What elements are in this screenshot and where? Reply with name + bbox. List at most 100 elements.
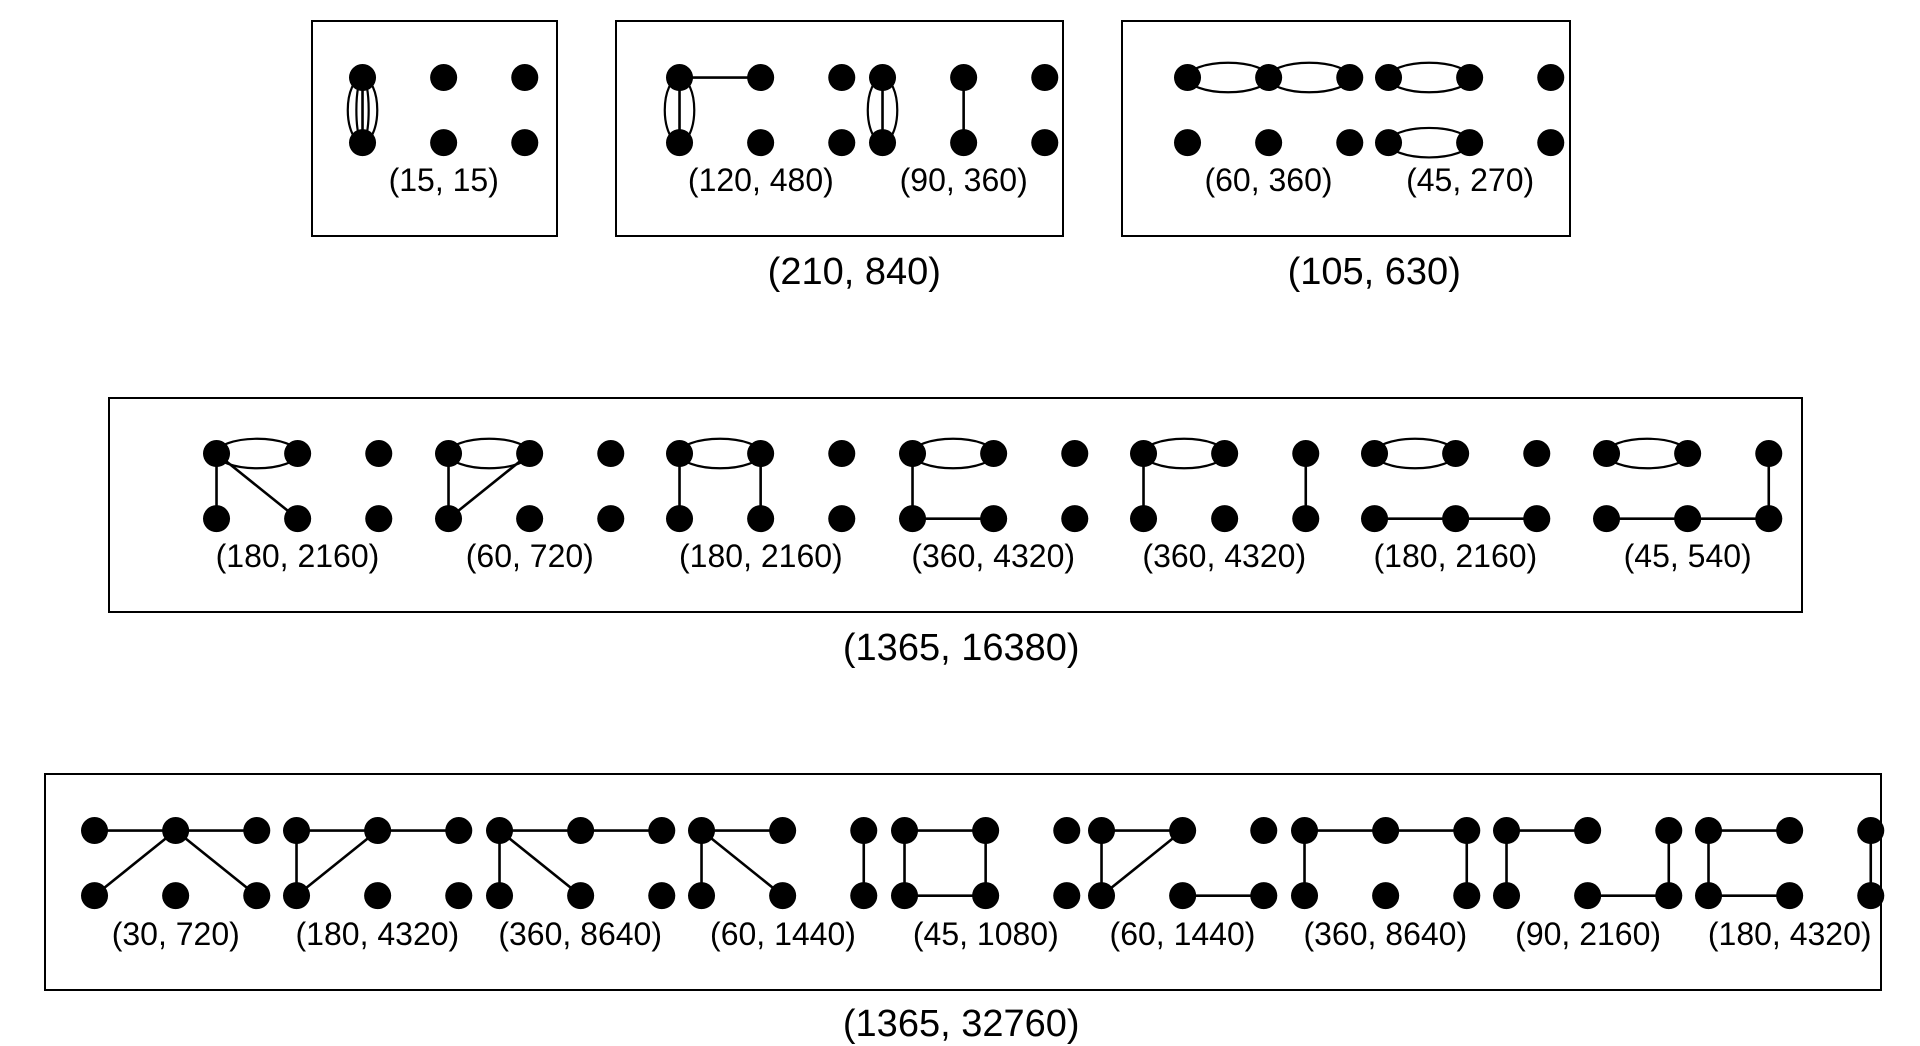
- vertex-node: [485, 817, 513, 845]
- vertex-node: [282, 817, 310, 845]
- vertex-node: [202, 440, 230, 468]
- vertex-node: [1250, 882, 1278, 910]
- vertex-node: [1674, 440, 1702, 468]
- vertex-node: [1290, 817, 1318, 845]
- vertex-node: [666, 505, 694, 533]
- vertex-node: [1776, 882, 1804, 910]
- vertex-node: [1210, 505, 1238, 533]
- vertex-node: [81, 882, 109, 910]
- multigraph: [1290, 817, 1480, 910]
- edge-line: [174, 829, 258, 898]
- vertex-node: [1290, 882, 1318, 910]
- graph-count-label: (180, 2160): [679, 538, 843, 575]
- vertex-node: [898, 505, 926, 533]
- vertex-node: [1291, 440, 1319, 468]
- vertex-node: [1129, 505, 1157, 533]
- multigraph: [666, 437, 856, 533]
- vertex-node: [747, 440, 775, 468]
- vertex-node: [972, 817, 1000, 845]
- multigraph: [1129, 437, 1319, 533]
- vertex-node: [1522, 505, 1550, 533]
- multigraph: [346, 63, 539, 157]
- vertex-node: [1336, 129, 1364, 157]
- vertex-node: [1456, 63, 1484, 91]
- vertex-node: [869, 129, 897, 157]
- multigraph: [435, 437, 625, 533]
- vertex-node: [363, 817, 391, 845]
- multigraph: [1375, 61, 1565, 159]
- vertex-node: [1655, 817, 1683, 845]
- graph-count-label: (60, 1440): [1109, 915, 1256, 952]
- vertex-node: [828, 63, 856, 91]
- vertex-node: [566, 882, 594, 910]
- group-total-label: (210, 840): [767, 250, 941, 293]
- edge-line: [93, 829, 177, 898]
- graph-count-label: (30, 720): [111, 915, 240, 952]
- vertex-node: [162, 882, 190, 910]
- graph-count-label: (15, 15): [388, 162, 499, 199]
- multigraph: [1493, 817, 1683, 910]
- vertex-node: [666, 129, 694, 157]
- vertex-node: [1857, 817, 1885, 845]
- vertex-node: [282, 882, 310, 910]
- edge-line: [447, 452, 531, 520]
- group-total-label: (1365, 32760): [842, 1002, 1080, 1045]
- vertex-node: [1493, 817, 1521, 845]
- vertex-node: [747, 505, 775, 533]
- vertex-node: [1173, 129, 1201, 157]
- vertex-node: [1087, 817, 1115, 845]
- vertex-node: [1053, 817, 1081, 845]
- graph-count-label: (60, 360): [1204, 162, 1333, 199]
- graph-count-label: (360, 4320): [1142, 538, 1307, 575]
- edge-line: [215, 452, 299, 520]
- vertex-node: [950, 63, 978, 91]
- vertex-node: [1593, 440, 1621, 468]
- vertex-node: [511, 129, 539, 157]
- vertex-node: [828, 129, 856, 157]
- vertex-node: [1776, 817, 1804, 845]
- vertex-node: [979, 440, 1007, 468]
- vertex-node: [1493, 882, 1521, 910]
- multigraph: [485, 817, 675, 910]
- edge-line: [701, 829, 784, 898]
- graph-group-box: [44, 773, 1882, 991]
- vertex-node: [1695, 817, 1723, 845]
- vertex-node: [1674, 505, 1702, 533]
- edge-line: [1100, 829, 1184, 898]
- multigraph: [891, 817, 1081, 910]
- vertex-node: [1441, 440, 1469, 468]
- vertex-node: [202, 505, 230, 533]
- vertex-node: [1360, 440, 1388, 468]
- vertex-node: [444, 882, 472, 910]
- vertex-node: [162, 817, 190, 845]
- vertex-node: [1060, 505, 1088, 533]
- edge-line: [295, 829, 379, 898]
- vertex-node: [1053, 882, 1081, 910]
- vertex-node: [435, 440, 463, 468]
- vertex-node: [1537, 63, 1565, 91]
- vertex-node: [688, 882, 716, 910]
- multigraph: [866, 63, 1059, 157]
- vertex-node: [1755, 505, 1783, 533]
- vertex-node: [647, 817, 675, 845]
- vertex-node: [1336, 63, 1364, 91]
- vertex-node: [1250, 817, 1278, 845]
- vertex-node: [1031, 129, 1059, 157]
- vertex-node: [1574, 817, 1602, 845]
- multigraph: [663, 63, 856, 157]
- vertex-node: [1168, 882, 1196, 910]
- group-total-label: (105, 630): [1287, 250, 1461, 293]
- vertex-node: [435, 505, 463, 533]
- vertex-node: [485, 882, 513, 910]
- vertex-node: [1210, 440, 1238, 468]
- graph-count-label: (180, 4320): [1707, 915, 1872, 952]
- vertex-node: [1031, 63, 1059, 91]
- vertex-node: [1291, 505, 1319, 533]
- vertex-node: [891, 882, 919, 910]
- vertex-node: [898, 440, 926, 468]
- graph-count-label: (45, 270): [1406, 162, 1535, 199]
- graph-count-label: (90, 360): [899, 162, 1028, 199]
- vertex-node: [747, 63, 775, 91]
- vertex-node: [1456, 129, 1484, 157]
- vertex-node: [891, 817, 919, 845]
